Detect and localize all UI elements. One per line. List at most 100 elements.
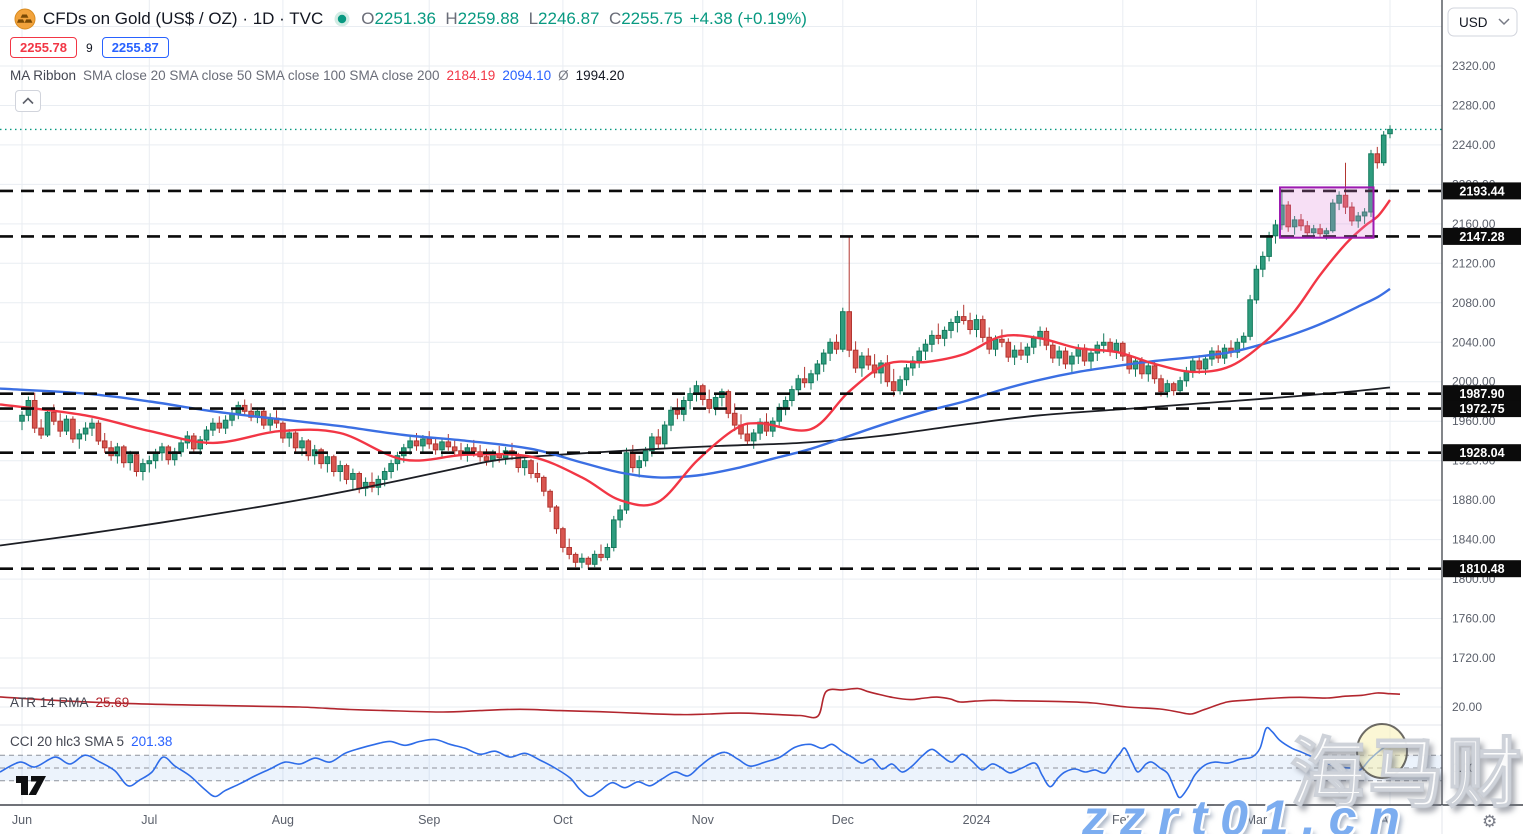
cci-line [0,726,1400,799]
candle [1196,360,1203,370]
tradingview-logo[interactable] [14,774,48,803]
candle [1202,358,1209,370]
candle [1247,299,1253,337]
level-price-label [1443,227,1521,245]
candle [286,432,292,439]
candle [980,319,986,338]
candle [471,447,477,453]
time-tick: Nov [692,813,715,827]
buy-button[interactable]: 2255.87 [101,37,169,58]
candle [1126,355,1133,370]
sell-button[interactable]: 2255.78 [10,37,77,58]
candle [445,441,452,448]
candle [19,414,25,422]
candle [534,473,541,478]
candle [1011,349,1018,358]
candle [591,553,598,565]
candle [929,334,935,345]
candle [973,319,980,331]
candle [1030,337,1037,348]
ma-ribbon-params: SMA close 20 SMA close 50 SMA close 100 … [83,68,440,83]
consolidation-box[interactable] [1279,186,1375,239]
candle [649,436,655,452]
candle [101,440,108,449]
candle [305,440,312,457]
cci-legend[interactable]: CCI 20 hlc3 SMA 5 201.38 [10,734,172,749]
candle [1177,380,1183,392]
candle [1317,228,1323,235]
candle [782,400,789,408]
watermark-chinese: 海马财经 [1289,731,1523,818]
candle [76,433,83,440]
price-tick: 1760.00 [1452,612,1496,626]
svg-text:2147.28: 2147.28 [1459,230,1504,244]
sma-50-line [0,287,1391,479]
candle [140,463,146,473]
candle [630,452,636,469]
atr-legend[interactable]: ATR 14 RMA 25.69 [10,695,129,710]
level-price-label [1443,182,1521,200]
candle [725,391,732,414]
candle [1050,344,1056,359]
candle [859,355,865,369]
sma-200-line [0,386,1391,547]
time-tick: Aug [272,813,294,827]
candle [515,454,522,469]
candle [1253,268,1260,301]
candle [1240,335,1247,343]
change-value: +4.38 (+0.19%) [689,9,807,28]
candle [1132,360,1139,370]
candle [432,443,439,451]
symbol-title[interactable]: CFDs on Gold (US$ / OZ) · 1D · TVC [43,9,324,28]
candle [1272,224,1279,237]
candle [82,427,89,435]
candle [203,429,210,441]
time-tick: 2024 [963,813,991,827]
svg-text:1972.75: 1972.75 [1459,402,1504,416]
atr-label: ATR 14 RMA [10,695,89,710]
candle [121,446,127,464]
candle [1380,134,1387,164]
candle [521,460,528,469]
candle [343,465,350,480]
gear-icon[interactable]: ⚙ [1482,812,1497,831]
candle [795,378,802,391]
time-tick: Jul [141,813,157,827]
candle [808,373,814,384]
candle [439,441,445,451]
market-status-dot[interactable] [334,11,350,27]
candle [197,439,203,450]
candle [331,456,337,473]
candle [31,400,38,429]
candle [1145,365,1152,375]
candle [636,460,643,469]
gold-coin-icon [14,8,36,30]
ma-ribbon-legend[interactable]: MA Ribbon SMA close 20 SMA close 50 SMA … [10,68,624,83]
currency-dropdown[interactable]: USD [1447,7,1518,37]
candle [1336,194,1342,204]
candle [916,350,923,362]
candle [413,440,420,447]
time-tick: Oct [553,813,573,827]
candle [1260,255,1266,270]
candle [1368,153,1374,213]
candle [668,409,674,426]
candle [159,446,165,454]
candle [763,421,770,432]
gridlines [0,0,1442,805]
candle [661,424,668,445]
candle [579,557,585,563]
collapse-legend-button[interactable] [15,90,41,112]
time-axis[interactable]: Jun Jul Aug Sep Oct Nov Dec 2024 Feb Mar Apr ⚙ [0,804,1523,834]
support-resistance-levels [0,189,1442,571]
candle [814,363,821,375]
price-axis[interactable]: 2320.002280.002240.002200.002160.002120.… [1441,0,1523,805]
candle [1164,383,1171,393]
svg-text:0.00: 0.00 [1452,761,1476,775]
candle [553,506,560,530]
candle [1190,360,1196,372]
candle [63,418,70,432]
watermark-site: zzrt01.cn [1082,790,1413,834]
candle [381,471,388,480]
